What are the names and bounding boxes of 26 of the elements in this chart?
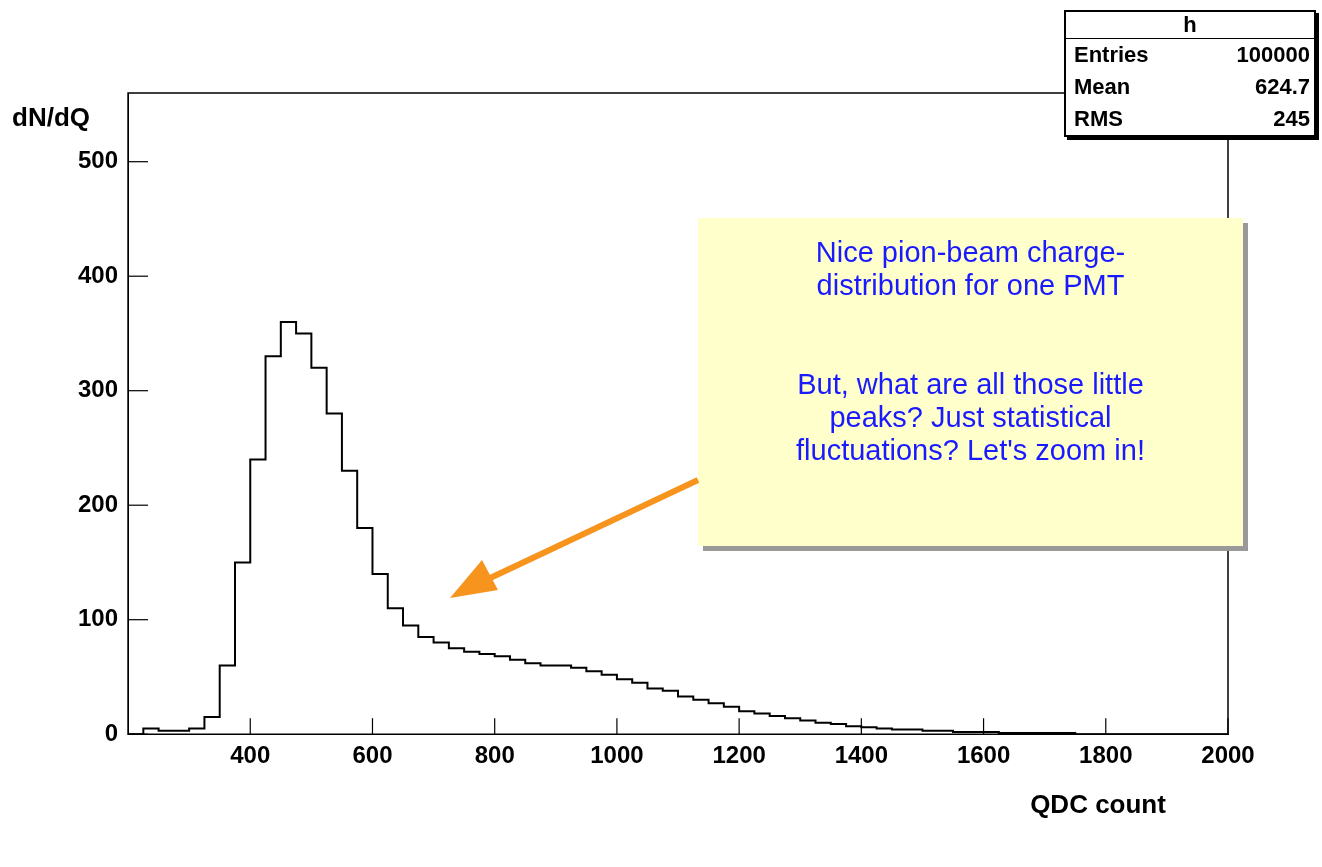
y-axis-title: dN/dQ bbox=[12, 102, 90, 133]
x-tick-label: 800 bbox=[474, 741, 515, 769]
x-tick-label: 1000 bbox=[590, 741, 644, 769]
text: 624.7 bbox=[1254, 73, 1310, 101]
annotation: Nice pion-beam charge-distribution for one PMT bbox=[814, 236, 1127, 302]
text: h bbox=[1066, 12, 1314, 39]
x-tick-label: 400 bbox=[230, 741, 271, 769]
y-tick-label: 100 bbox=[78, 604, 119, 632]
x-tick-label: 1400 bbox=[834, 741, 889, 769]
x-tick-label: 1200 bbox=[712, 741, 766, 769]
y-tick-label: 0 bbox=[104, 718, 119, 746]
x-axis-title: QDC count bbox=[1030, 789, 1167, 820]
annotation: RMS bbox=[1074, 105, 1123, 133]
annotation: But, what are all those little peaks? Just statistical fluctuations? Let's zoom in! bbox=[795, 368, 1146, 467]
x-tick-label: 1600 bbox=[956, 741, 1011, 769]
x-tick-label: 600 bbox=[352, 741, 393, 769]
y-tick-label: 400 bbox=[78, 260, 119, 288]
text: Entries bbox=[1074, 41, 1149, 69]
text: 100000 bbox=[1236, 41, 1310, 69]
y-tick-label: 500 bbox=[78, 146, 119, 174]
y-tick-label: 200 bbox=[78, 489, 119, 517]
y-tick-label: 300 bbox=[78, 375, 119, 403]
text: 245 bbox=[1273, 105, 1310, 133]
x-tick-label: 2000 bbox=[1201, 741, 1255, 769]
annotation: Mean bbox=[1074, 73, 1131, 101]
x-tick-label: 1800 bbox=[1079, 741, 1133, 769]
